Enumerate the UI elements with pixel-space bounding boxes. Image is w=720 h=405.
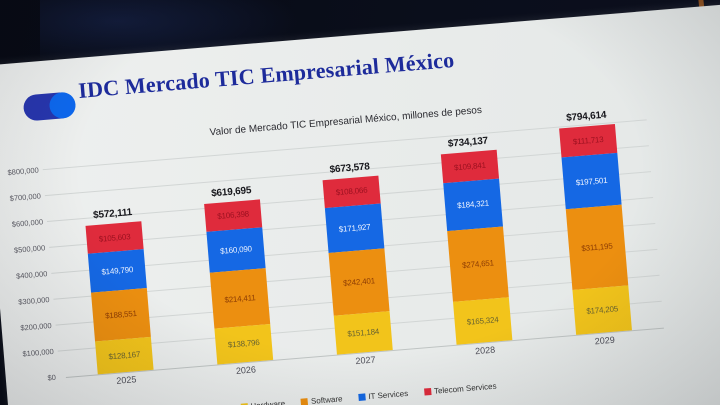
legend-label: Telecom Services (433, 381, 497, 396)
bar-segment-hardware: $165,324 (453, 297, 513, 345)
bar-stack: $174,205 $311,195 $197,501 $111,713 (559, 124, 632, 335)
y-axis-tick-label: $300,000 (17, 295, 50, 307)
legend-swatch-icon (423, 388, 432, 396)
idc-logo-circle-icon (48, 91, 77, 120)
bar-segment-hardware: $174,205 (572, 285, 632, 335)
y-axis-tick-label: $500,000 (13, 243, 46, 255)
legend-label: Software (310, 394, 343, 405)
y-axis-tick-label: $200,000 (20, 321, 52, 333)
y-axis-tick-label: $100,000 (22, 346, 55, 359)
bar-stack: $151,184 $242,401 $171,927 $108,066 (322, 175, 393, 355)
idc-logo (22, 91, 77, 122)
bar-group: $794,614 $174,205 $311,195 $197,501 $111,713 (526, 107, 664, 337)
bar-segment-software: $274,651 (447, 226, 509, 302)
bar-segment-software: $311,195 (565, 204, 629, 290)
y-axis-tick-label: $800,000 (7, 165, 40, 178)
y-axis-tick-label: $700,000 (9, 191, 42, 203)
bar-total-label: $673,578 (329, 161, 371, 176)
bar-segment-it-services: $149,790 (87, 248, 147, 293)
bar-segment-software: $214,411 (209, 268, 271, 329)
bar-stack: $165,324 $274,651 $184,321 $109,841 (440, 149, 513, 345)
legend-swatch-icon (300, 398, 309, 405)
bar-segment-hardware: $138,796 (214, 323, 274, 365)
legend-item: Hardware (240, 399, 285, 405)
legend-label: Hardware (250, 399, 286, 405)
bar-segment-software: $242,401 (328, 248, 390, 316)
bar-stack: $138,796 $214,411 $160,090 $106,398 (204, 199, 274, 365)
legend-item: IT Services (358, 389, 408, 402)
slide-title: IDC Mercado TIC Empresarial México (77, 47, 456, 103)
bar-segment-it-services: $171,927 (324, 203, 385, 253)
bar-segment-it-services: $197,501 (561, 153, 622, 210)
y-axis-tick-label: $0 (47, 372, 57, 383)
bar-stack: $128,167 $188,551 $149,790 $105,603 (85, 221, 154, 375)
legend-item: Software (300, 394, 343, 405)
bar-segment-hardware: $151,184 (333, 310, 393, 355)
bar-group: $673,578 $151,184 $242,401 $171,927 $108,066 (287, 127, 425, 357)
bar-group: $572,111 $128,167 $188,551 $149,790 $105,603 (48, 147, 186, 377)
bar-total-label: $572,111 (92, 207, 133, 222)
bar-segment-hardware: $128,167 (95, 336, 154, 375)
bar-group: $734,137 $165,324 $274,651 $184,321 $109,841 (406, 117, 544, 347)
y-axis-tick-label: $400,000 (15, 269, 48, 281)
bar-segment-software: $188,551 (90, 287, 151, 342)
y-axis-tick-label: $600,000 (11, 217, 44, 229)
legend-swatch-icon (358, 393, 366, 401)
bar-segment-it-services: $160,090 (206, 226, 266, 273)
bar-total-label: $734,137 (447, 135, 489, 150)
bar-total-label: $619,695 (210, 185, 252, 200)
bar-total-label: $794,614 (565, 110, 607, 125)
bar-segment-it-services: $184,321 (443, 178, 503, 231)
legend-item: Telecom Services (423, 381, 497, 397)
bar-segment-telecom-services: $111,713 (559, 124, 618, 158)
bar-group: $619,695 $138,796 $214,411 $160,090 $106,398 (167, 137, 305, 367)
legend-label: IT Services (367, 388, 409, 402)
